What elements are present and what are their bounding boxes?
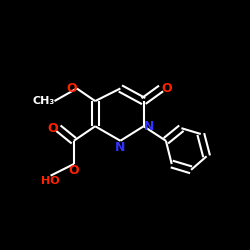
Text: O: O	[66, 82, 77, 95]
Text: HO: HO	[41, 176, 60, 186]
Text: O: O	[68, 164, 79, 177]
Text: O: O	[48, 122, 58, 135]
Text: CH₃: CH₃	[32, 96, 54, 106]
Text: O: O	[161, 82, 172, 95]
Text: N: N	[115, 141, 126, 154]
Text: N: N	[144, 120, 154, 133]
